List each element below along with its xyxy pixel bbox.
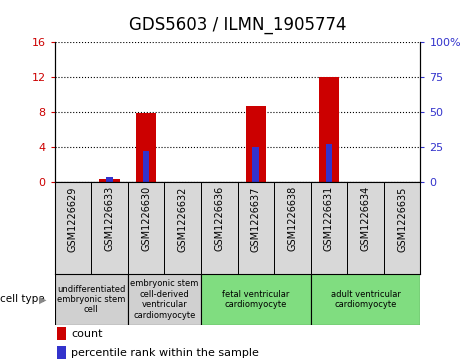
Text: GSM1226636: GSM1226636 — [214, 186, 224, 252]
Bar — [136, 113, 156, 182]
Text: cell type: cell type — [0, 294, 45, 305]
Bar — [164, 182, 201, 274]
Bar — [128, 274, 201, 325]
Text: GSM1226635: GSM1226635 — [397, 186, 407, 252]
Bar — [246, 106, 266, 182]
Bar — [274, 182, 311, 274]
Text: GSM1226631: GSM1226631 — [324, 186, 334, 252]
Bar — [128, 182, 164, 274]
Text: undifferentiated
embryonic stem
cell: undifferentiated embryonic stem cell — [57, 285, 125, 314]
Text: percentile rank within the sample: percentile rank within the sample — [71, 348, 259, 358]
Bar — [347, 182, 384, 274]
Text: GSM1226630: GSM1226630 — [141, 186, 151, 252]
Bar — [238, 182, 274, 274]
Text: GDS5603 / ILMN_1905774: GDS5603 / ILMN_1905774 — [129, 16, 346, 34]
Bar — [99, 179, 120, 182]
Text: GSM1226638: GSM1226638 — [287, 186, 297, 252]
Text: GSM1226633: GSM1226633 — [104, 186, 114, 252]
Bar — [201, 274, 311, 325]
Bar — [319, 77, 339, 182]
Text: ▶: ▶ — [39, 294, 47, 305]
Text: embryonic stem
cell-derived
ventricular
cardiomyocyte: embryonic stem cell-derived ventricular … — [130, 280, 199, 319]
Bar — [106, 177, 113, 182]
Text: adult ventricular
cardiomyocyte: adult ventricular cardiomyocyte — [331, 290, 400, 309]
Text: GSM1226629: GSM1226629 — [68, 186, 78, 252]
Bar — [311, 182, 347, 274]
Bar — [326, 144, 332, 182]
Bar — [55, 182, 91, 274]
Bar — [384, 182, 420, 274]
Text: fetal ventricular
cardiomyocyte: fetal ventricular cardiomyocyte — [222, 290, 289, 309]
Bar — [253, 147, 259, 182]
Text: GSM1226632: GSM1226632 — [178, 186, 188, 252]
Text: GSM1226634: GSM1226634 — [361, 186, 370, 252]
Text: GSM1226637: GSM1226637 — [251, 186, 261, 252]
Text: count: count — [71, 329, 103, 339]
Bar — [91, 182, 128, 274]
Bar — [311, 274, 420, 325]
Bar — [55, 274, 128, 325]
Bar — [143, 151, 149, 182]
Bar — [201, 182, 238, 274]
